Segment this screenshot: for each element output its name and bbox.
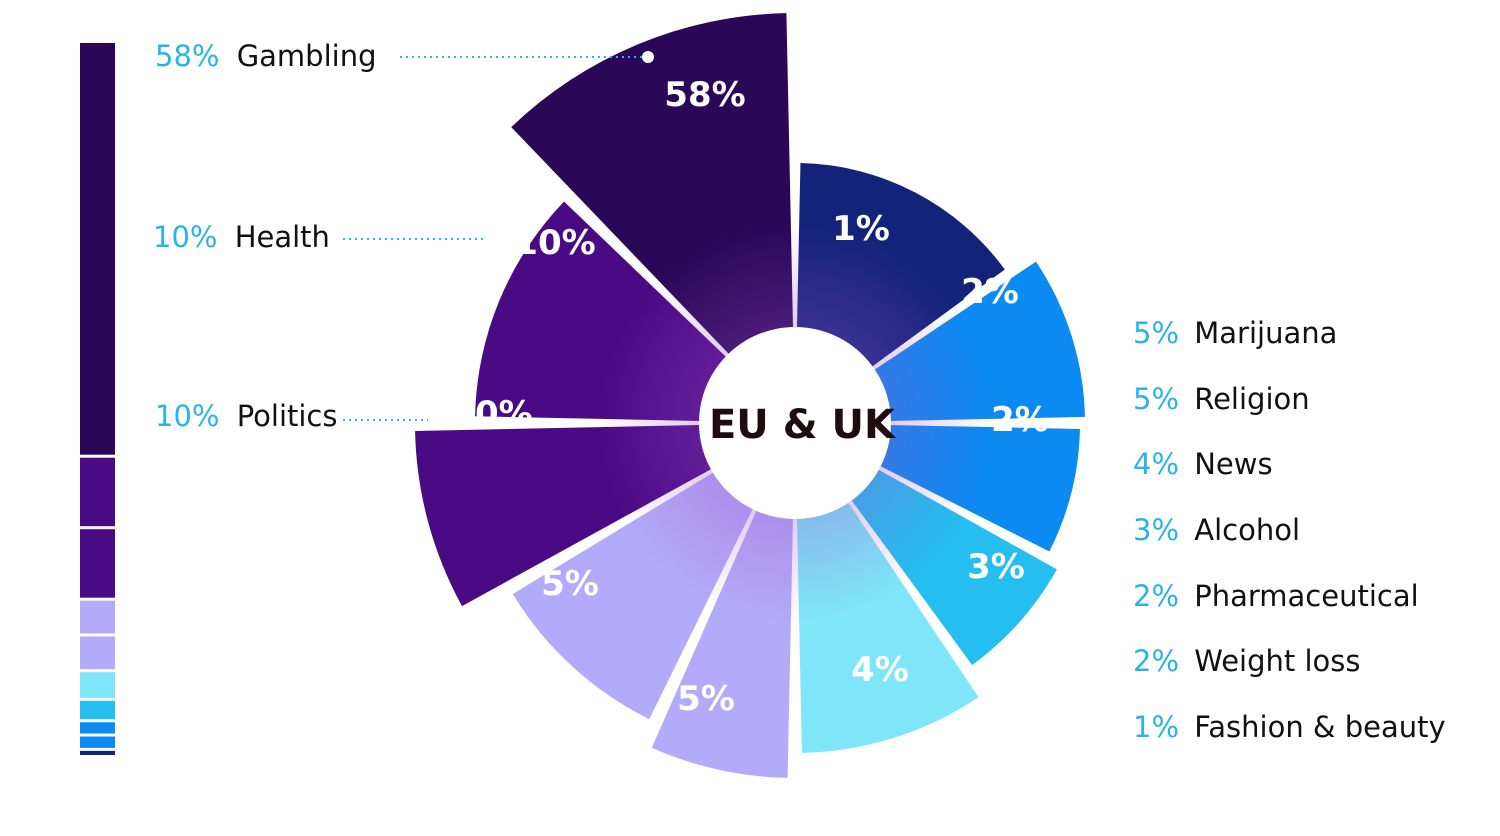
legend-name: Health [235, 220, 330, 254]
stack-segment-politics [80, 529, 115, 598]
legend-item-fashion-beauty: 1% Fashion & beauty [1133, 710, 1446, 744]
svg-text:10% Politics: 10% Politics [155, 399, 337, 433]
legend-item-alcohol: 3% Alcohol [1133, 513, 1300, 547]
legend-name: Gambling [237, 39, 377, 73]
svg-text:58% Gambling: 58% Gambling [155, 39, 377, 73]
slice-label-health: 10% [514, 223, 595, 263]
stack-segment-health [80, 457, 115, 527]
legend-pct: 58% [155, 39, 219, 73]
slice-label-fashion-beauty: 1% [832, 209, 890, 249]
leader-dot [483, 233, 495, 245]
legend-item-weight-loss: 2% Weight loss [1133, 644, 1361, 678]
stacked-proportion-bar [80, 43, 115, 755]
stack-segment-marijuana [80, 600, 115, 634]
stack-segment-alcohol [80, 700, 115, 720]
legend-item-health: 10% Health [153, 220, 495, 254]
legend-pct: 10% [153, 220, 217, 254]
slice-labels: 58% 10% 10% 5% 5% 4% 3% 2% 2% 1% [451, 75, 1049, 719]
slice-label-alcohol: 3% [967, 547, 1025, 587]
right-legend: 5% Marijuana 5% Religion 4% News 3% Alco… [1133, 316, 1446, 744]
slice-label-weight-loss: 2% [961, 272, 1019, 312]
slice-label-news: 4% [851, 650, 909, 690]
slice-label-politics: 10% [451, 394, 532, 434]
slice-label-pharmaceutical: 2% [991, 400, 1049, 440]
center-label: EU & UK [709, 402, 897, 448]
legend-item-politics: 10% Politics [155, 399, 440, 433]
legend-name: Politics [237, 399, 338, 433]
leader-dot [642, 51, 654, 63]
slice-label-marijuana: 5% [541, 564, 599, 604]
stack-segment-pharmaceutical [80, 722, 115, 734]
legend-item-news: 4% News [1133, 447, 1273, 481]
leader-dot [428, 414, 440, 426]
slice-label-religion: 5% [677, 679, 735, 719]
legend-item-pharmaceutical: 2% Pharmaceutical [1133, 579, 1419, 613]
stack-segment-fashion-beauty [80, 750, 115, 755]
legend-pct: 10% [155, 399, 219, 433]
legend-item-religion: 5% Religion [1133, 382, 1310, 416]
left-legend: 58% Gambling 10% Health 10% Politics [153, 39, 654, 433]
slice-label-gambling: 58% [664, 75, 745, 115]
svg-text:10% Health: 10% Health [153, 220, 330, 254]
legend-item-marijuana: 5% Marijuana [1133, 316, 1337, 350]
stack-segment-news [80, 672, 115, 698]
legend-item-gambling: 58% Gambling [155, 39, 654, 73]
stack-segment-weight-loss [80, 736, 115, 748]
center-hole [699, 327, 891, 519]
stack-segment-religion [80, 636, 115, 670]
stack-segment-gambling [80, 43, 115, 455]
